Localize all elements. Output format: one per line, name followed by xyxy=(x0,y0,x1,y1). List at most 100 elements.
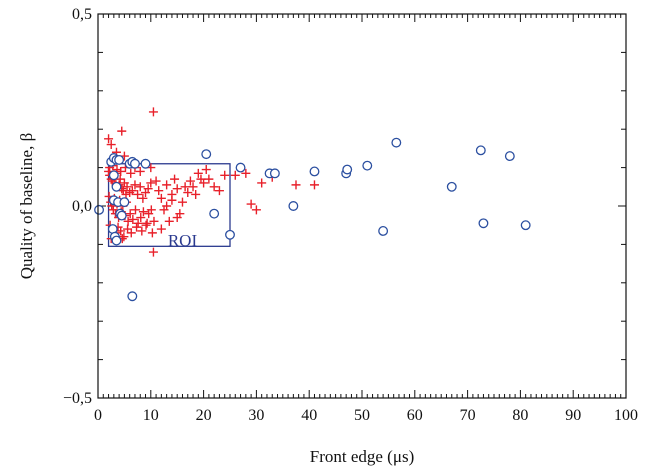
plus-series xyxy=(104,107,319,257)
plus-point xyxy=(199,178,209,188)
circle-point xyxy=(362,160,373,171)
plus-point xyxy=(126,168,136,178)
circle-point xyxy=(116,210,127,221)
y-tick-label: 0,0 xyxy=(72,198,92,215)
plus-point xyxy=(230,170,240,180)
circle-point xyxy=(108,170,119,181)
plus-point xyxy=(185,176,195,186)
plus-point xyxy=(123,216,133,226)
plus-point xyxy=(126,228,136,238)
circle-series xyxy=(94,137,531,302)
plus-point xyxy=(143,184,153,194)
plus-point xyxy=(162,180,172,190)
circle-point xyxy=(127,291,138,302)
plus-point xyxy=(130,180,140,190)
plus-point xyxy=(220,170,230,180)
plus-point xyxy=(116,166,126,176)
plus-point xyxy=(132,222,142,232)
plus-point xyxy=(154,186,164,196)
plus-point xyxy=(141,220,151,230)
plus-point xyxy=(148,247,158,257)
plus-point xyxy=(135,166,145,176)
circle-point xyxy=(520,220,531,231)
plus-point xyxy=(180,182,190,192)
plus-point xyxy=(188,182,198,192)
plus-point xyxy=(162,201,172,211)
plus-point xyxy=(122,182,132,192)
plus-point xyxy=(214,186,224,196)
plus-point xyxy=(108,205,118,215)
x-tick-label: 10 xyxy=(143,407,159,424)
circle-point xyxy=(119,197,130,208)
plus-point xyxy=(204,174,214,184)
plus-point xyxy=(146,178,156,188)
plus-point xyxy=(115,174,125,184)
circle-point xyxy=(111,235,122,246)
circle-point xyxy=(201,149,212,160)
plus-point xyxy=(135,182,145,192)
y-tick-label: 0,5 xyxy=(72,6,92,23)
circle-point xyxy=(94,204,105,215)
plus-point xyxy=(136,213,146,223)
plus-point xyxy=(201,165,211,175)
plus-point xyxy=(104,134,114,144)
roi-region xyxy=(107,163,231,247)
x-tick-label: 80 xyxy=(512,407,528,424)
plus-point xyxy=(209,182,219,192)
circle-point xyxy=(342,164,353,175)
circle-point xyxy=(309,166,320,177)
plus-point xyxy=(251,205,261,215)
roi-annotation: ROI xyxy=(168,231,198,250)
plus-point xyxy=(309,180,319,190)
plus-point xyxy=(149,216,159,226)
plus-point xyxy=(156,224,166,234)
plus-point xyxy=(138,207,148,217)
circle-point xyxy=(475,145,486,156)
plus-point xyxy=(148,107,158,117)
circle-point xyxy=(114,154,125,165)
plus-point xyxy=(127,186,137,196)
circle-point xyxy=(378,226,389,236)
plus-point xyxy=(172,184,182,194)
circle-point xyxy=(235,162,246,173)
axis-ticks xyxy=(97,13,627,399)
circle-point xyxy=(288,201,299,211)
x-tick-label: 30 xyxy=(248,407,264,424)
x-tick-label: 40 xyxy=(301,407,317,424)
plus-point xyxy=(146,205,156,215)
circle-point xyxy=(446,181,457,192)
plus-point xyxy=(151,176,161,186)
circle-point xyxy=(140,158,151,169)
plus-point xyxy=(138,193,148,203)
x-tick-label: 60 xyxy=(407,407,423,424)
circle-point xyxy=(504,151,515,162)
plus-point xyxy=(106,140,116,150)
plus-point xyxy=(116,226,126,236)
plus-point xyxy=(193,168,203,178)
circle-point xyxy=(209,208,220,219)
plus-point xyxy=(142,218,152,228)
x-tick-label: 90 xyxy=(565,407,581,424)
plus-point xyxy=(117,126,127,136)
plus-point xyxy=(177,197,187,207)
tick-labels: 0 10 20 30 40 50 60 70 80 90 100 −0,5 0,0 0,5 xyxy=(63,6,638,424)
plus-point xyxy=(257,178,267,188)
plus-point xyxy=(147,228,157,238)
plus-point xyxy=(119,232,129,242)
plus-point xyxy=(156,193,166,203)
y-axis-label: Quality of baseline, β xyxy=(17,133,36,280)
x-tick-label: 0 xyxy=(94,407,102,424)
circle-point xyxy=(111,181,122,192)
plus-point xyxy=(137,226,147,236)
x-tick-label: 20 xyxy=(196,407,212,424)
circle-point xyxy=(478,218,489,229)
circle-point xyxy=(269,168,280,179)
plus-point xyxy=(241,168,251,178)
plus-point xyxy=(128,214,138,224)
x-tick-label: 100 xyxy=(614,407,638,424)
x-tick-label: 70 xyxy=(460,407,476,424)
roi-box xyxy=(107,163,231,247)
plus-point xyxy=(167,195,177,205)
plus-point xyxy=(291,180,301,190)
